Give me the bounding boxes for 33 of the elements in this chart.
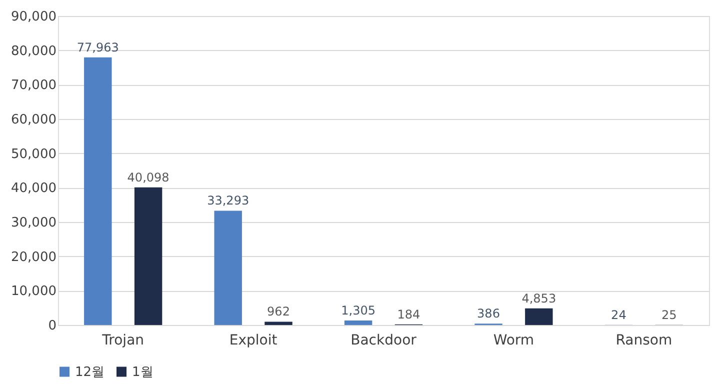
y-tick-label: 30,000 bbox=[11, 216, 56, 230]
bar bbox=[214, 210, 242, 325]
bar bbox=[264, 322, 292, 325]
bar bbox=[525, 308, 553, 325]
bar bbox=[84, 57, 112, 325]
data-label: 33,293 bbox=[207, 194, 250, 208]
y-tick-label: 70,000 bbox=[11, 78, 56, 94]
y-tick-label: 50,000 bbox=[11, 146, 56, 162]
y-tick-label: 60,000 bbox=[11, 112, 56, 128]
y-tick-label: 10,000 bbox=[11, 284, 56, 300]
x-tick-label: Trojan bbox=[101, 332, 144, 348]
data-label: 184 bbox=[397, 307, 420, 322]
y-tick-label: 80,000 bbox=[11, 44, 56, 59]
data-label: 25 bbox=[661, 308, 677, 322]
data-label: 962 bbox=[267, 304, 290, 319]
data-label: 4,853 bbox=[522, 291, 556, 306]
x-tick-label: Ransom bbox=[616, 332, 672, 348]
legend-label: 12월 bbox=[75, 364, 105, 380]
y-tick-label: 90,000 bbox=[11, 10, 56, 24]
data-label: 40,098 bbox=[127, 170, 170, 184]
x-tick-label: Exploit bbox=[229, 332, 278, 348]
data-label: 77,963 bbox=[76, 40, 119, 54]
bar bbox=[344, 320, 372, 325]
y-tick-label: 40,000 bbox=[11, 181, 56, 196]
x-tick-label: Backdoor bbox=[350, 332, 417, 348]
y-tick-label: 0 bbox=[48, 318, 56, 334]
data-label: 1,305 bbox=[341, 304, 376, 318]
legend-label: 1월 bbox=[132, 364, 154, 380]
y-tick-label: 20,000 bbox=[11, 250, 56, 265]
data-label: 24 bbox=[611, 308, 626, 322]
data-label: 386 bbox=[477, 306, 500, 321]
x-tick-label: Worm bbox=[493, 332, 534, 348]
bar bbox=[134, 187, 162, 325]
